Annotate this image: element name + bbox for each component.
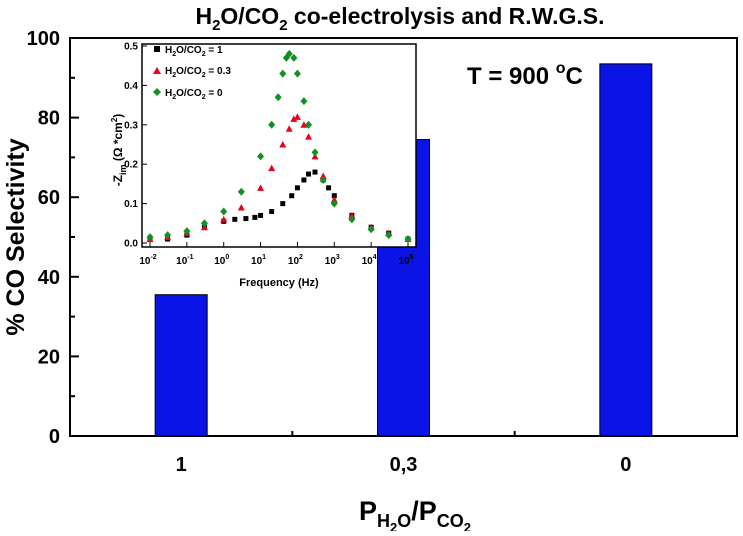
inset-legend: H2O/CO2 = 1 H2O/CO2 = 0.3 H2O/CO2 = 0	[153, 45, 231, 101]
inset-point-diamond	[300, 97, 308, 106]
legend-label: H2O/CO2 = 0	[165, 88, 223, 101]
y-tick-label: 80	[38, 108, 60, 130]
legend-triangle-marker	[153, 67, 161, 74]
inset-point-square	[312, 169, 318, 175]
y-tick-label: 40	[38, 267, 60, 289]
legend-square-marker	[154, 46, 160, 52]
inset-y-axis-label: -Zim (Ω *cm2)	[110, 114, 128, 187]
inset-point-diamond	[183, 227, 191, 236]
legend-item-ratio-0-3: H2O/CO2 = 0.3	[153, 66, 231, 79]
inset-point-diamond	[348, 215, 356, 224]
inset-y-tick-label: 0.2	[124, 160, 138, 171]
inset-point-diamond	[367, 225, 375, 234]
inset-axes: 0.0 0.1 0.2 0.3 0.4 0.5 10-2 10-1 100 101 102 103 10…	[124, 42, 414, 268]
y-tick-label: 20	[38, 346, 60, 368]
inset-y-tick-label: 0.5	[124, 42, 138, 53]
inset-point-diamond	[330, 199, 338, 208]
inset-x-tick-label: 100	[214, 254, 229, 267]
x-tick-label: 1	[176, 454, 187, 476]
inset-point-diamond	[305, 120, 313, 129]
inset-point-diamond	[220, 207, 228, 216]
inset-point-square	[294, 185, 300, 191]
bar	[599, 63, 653, 437]
inset-point-triangle	[319, 172, 327, 180]
inset-x-tick-label: 10-1	[176, 254, 193, 267]
inset-x-tick-label: 105	[398, 254, 413, 267]
inset-point-square	[331, 193, 337, 199]
inset-point-diamond	[311, 148, 319, 157]
inset-point-triangle	[220, 215, 228, 223]
inset-point-square	[258, 212, 264, 218]
inset-point-triangle	[268, 164, 276, 172]
inset-y-tick-label: 0.3	[124, 120, 138, 131]
inset-point-triangle	[290, 115, 298, 122]
inset-point-square	[289, 193, 295, 199]
inset-point-triangle	[293, 113, 301, 120]
inset-point-square	[252, 214, 258, 220]
legend-item-ratio-0: H2O/CO2 = 0	[153, 88, 223, 101]
x-tick-label: 0	[620, 454, 631, 476]
inset-plot-frame	[141, 43, 417, 248]
inset-point-square	[280, 201, 286, 207]
x-tick-label: 0,3	[390, 454, 418, 476]
inset-point-diamond	[319, 175, 327, 184]
x-axis-label: PH2O/PCO2	[359, 496, 471, 531]
legend-label: H2O/CO2 = 0.3	[165, 66, 231, 79]
inset-x-tick-label: 101	[251, 254, 266, 267]
inset-point-diamond	[404, 235, 412, 244]
inset-point-triangle	[257, 184, 265, 191]
inset-point-square	[232, 216, 238, 222]
inset-point-diamond	[293, 69, 301, 78]
legend-item-ratio-1: H2O/CO2 = 1	[154, 45, 223, 58]
inset-y-tick-label: 0.0	[124, 239, 138, 250]
inset-point-diamond	[164, 231, 172, 240]
temperature-annotation: T = 900 oC	[467, 60, 583, 90]
legend-diamond-marker	[153, 88, 161, 96]
y-tick-label: 100	[27, 28, 60, 50]
legend-label: H2O/CO2 = 1	[165, 45, 223, 58]
y-axis-label: % CO Selectivity	[2, 138, 30, 335]
inset-x-tick-label: 10-2	[139, 254, 156, 267]
inset-point-square	[326, 185, 332, 191]
inset-point-diamond	[237, 187, 245, 196]
main-bars	[154, 63, 653, 437]
inset-points	[146, 49, 412, 244]
inset-y-tick-label: 0.4	[124, 81, 138, 92]
chart-title: H2O/CO2 co-electrolysis and R.W.G.S.	[195, 3, 604, 34]
inset-point-triangle	[300, 121, 308, 128]
inset-point-diamond	[268, 120, 276, 129]
inset-point-diamond	[385, 231, 393, 240]
inset-point-diamond	[200, 219, 208, 228]
inset-x-tick-label: 102	[288, 254, 303, 267]
inset-point-diamond	[279, 69, 287, 78]
y-tick-label: 0	[49, 426, 60, 448]
inset-point-triangle	[237, 204, 245, 211]
inset-point-diamond	[257, 152, 265, 161]
inset-point-square	[243, 216, 249, 222]
inset-point-diamond	[285, 49, 293, 58]
inset-point-triangle	[348, 211, 356, 219]
inset-point-diamond	[274, 93, 282, 102]
inset-point-triangle	[330, 196, 338, 203]
inset-point-diamond	[146, 233, 154, 242]
inset-point-triangle	[285, 125, 293, 132]
inset-point-square	[269, 208, 275, 214]
inset-point-triangle	[279, 141, 287, 148]
inset-point-triangle	[305, 133, 313, 140]
inset-point-square	[301, 177, 307, 183]
inset-x-tick-label: 103	[325, 254, 340, 267]
inset-x-tick-label: 104	[362, 254, 377, 267]
inset-y-tick-label: 0.1	[124, 199, 138, 210]
inset-point-square	[306, 171, 312, 177]
inset-point-diamond	[290, 53, 298, 62]
y-tick-label: 60	[38, 187, 60, 209]
bar	[154, 294, 208, 437]
inset-x-axis-label: Frequency (Hz)	[239, 277, 319, 289]
